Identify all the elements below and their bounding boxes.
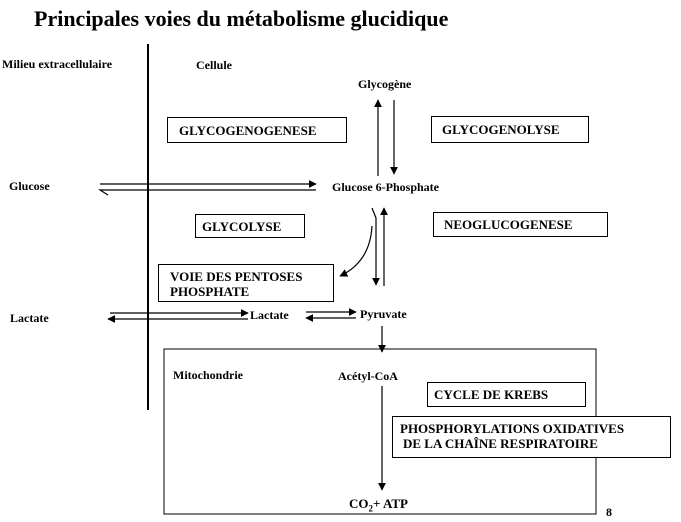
glycogenogenese-label: GLYCOGENOGENESE <box>179 123 317 138</box>
co2-subscript: 2 <box>368 503 374 514</box>
co2-text: CO <box>349 496 369 511</box>
diagram-title: Principales voies du métabolisme glucidi… <box>34 6 449 31</box>
cell-label: Cellule <box>196 58 232 72</box>
glycogen-label: Glycogène <box>358 77 412 91</box>
acetyl-coa-label: Acétyl-CoA <box>338 369 398 383</box>
g6p-label: Glucose 6-Phosphate <box>332 180 440 194</box>
krebs-label: CYCLE DE KREBS <box>434 387 549 402</box>
mitochondria-label: Mitochondrie <box>173 368 243 382</box>
glycogenolyse-box: GLYCOGENOLYSE <box>431 116 589 143</box>
page-number: 8 <box>606 505 612 519</box>
lactate-int-label: Lactate <box>250 308 289 322</box>
glycolyse-label: GLYCOLYSE <box>202 219 282 234</box>
phosphorylations-box: PHOSPHORYLATIONS OXIDATIVES DE LA CHAÎNE … <box>392 416 671 458</box>
pentoses-line1: VOIE DES PENTOSES <box>170 269 303 284</box>
glucose-out-arrow <box>97 189 316 196</box>
krebs-box: CYCLE DE KREBS <box>427 382 586 407</box>
pentoses-box: VOIE DES PENTOSES PHOSPHATE <box>158 264 334 302</box>
glycolyse-box: GLYCOLYSE <box>195 214 305 238</box>
pentoses-line2: PHOSPHATE <box>170 283 250 299</box>
lactate-ext-label: Lactate <box>10 311 49 325</box>
glycogenolyse-label: GLYCOGENOLYSE <box>442 122 560 137</box>
atp-text: + ATP <box>373 496 408 511</box>
pyruvate-label: Pyruvate <box>360 307 407 321</box>
phospho-line1: PHOSPHORYLATIONS OXIDATIVES <box>400 421 625 436</box>
neoglucogenese-box: NEOGLUCOGENESE <box>433 212 608 237</box>
pentose-branch-arrow <box>339 225 373 277</box>
phospho-line2: DE LA CHAÎNE RESPIRATOIRE <box>403 435 598 451</box>
glycolysis-arrow <box>371 207 380 286</box>
glycogenogenese-box: GLYCOGENOGENESE <box>167 117 347 143</box>
glucose-ext-label: Glucose <box>9 179 50 193</box>
neoglucogenese-label: NEOGLUCOGENESE <box>444 217 573 232</box>
extracellular-label: Milieu extracellulaire <box>2 57 113 71</box>
co2-atp-label: CO2+ ATP <box>349 497 408 514</box>
